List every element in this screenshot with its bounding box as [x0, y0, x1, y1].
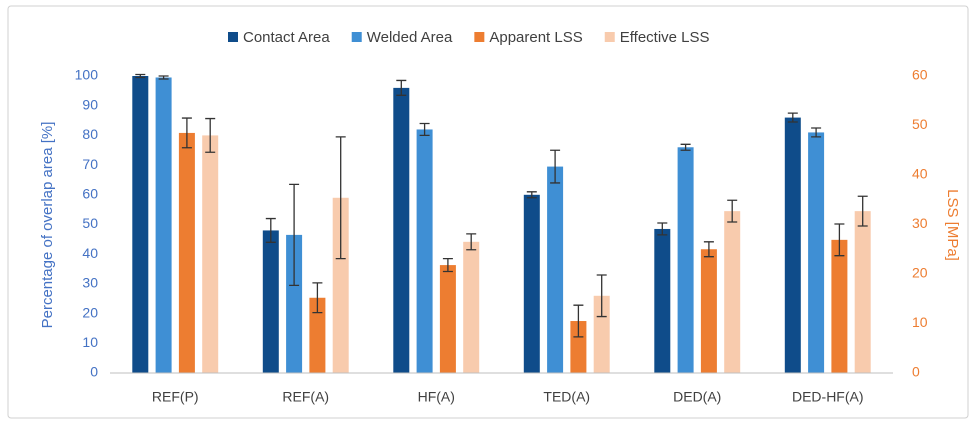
bar: [132, 76, 149, 373]
bar: [570, 321, 587, 373]
bar: [155, 77, 172, 374]
y-tick-label: 0: [90, 364, 98, 380]
x-tick-label: DED(A): [673, 389, 721, 405]
bar: [178, 132, 195, 373]
x-tick-label: REF(P): [152, 389, 199, 405]
error-bar: [834, 223, 845, 257]
error-bar: [181, 117, 192, 149]
error-bar: [526, 191, 537, 199]
bar: [854, 211, 871, 373]
error-bar: [857, 195, 868, 227]
legend-label: Contact Area: [243, 29, 330, 46]
error-bar: [550, 149, 561, 184]
bar: [439, 265, 456, 373]
y-tick-label: 80: [82, 126, 98, 142]
y2-tick-label: 30: [912, 215, 928, 231]
legend-swatch: [604, 32, 615, 42]
legend-label: Welded Area: [367, 29, 453, 46]
bar: [547, 166, 564, 373]
bar: [831, 239, 848, 373]
error-bar: [335, 136, 346, 260]
y-tick-label: 50: [82, 215, 98, 231]
legend-label: Effective LSS: [620, 29, 710, 46]
y-tick-label: 30: [82, 275, 98, 291]
x-tick-label: REF(A): [282, 389, 329, 405]
bar: [393, 87, 410, 373]
y2-tick-label: 10: [912, 314, 928, 330]
legend-swatch: [228, 32, 238, 42]
bar: [262, 230, 279, 373]
error-bar: [787, 112, 798, 123]
error-bar: [596, 274, 607, 318]
bar: [286, 234, 303, 373]
y-tick-label: 20: [82, 304, 98, 320]
error-bar: [289, 183, 300, 287]
y-tick-label: 90: [82, 96, 98, 112]
bar: [654, 228, 671, 373]
error-bar: [680, 143, 691, 151]
x-tick-label: DED-HF(A): [792, 389, 864, 405]
legend-label: Apparent LSS: [489, 29, 582, 46]
error-bar: [135, 73, 146, 79]
error-bar: [265, 217, 276, 243]
x-tick-label: HF(A): [418, 389, 455, 405]
bar: [677, 147, 694, 373]
error-bar: [573, 304, 584, 338]
error-bar: [419, 122, 430, 137]
y-tick-label: 100: [75, 67, 99, 83]
y-tick-label: 60: [82, 186, 98, 202]
error-bar: [158, 75, 169, 80]
bar: [332, 197, 349, 373]
y2-tick-label: 0: [912, 364, 920, 380]
y2-tick-label: 60: [912, 67, 928, 83]
error-bar: [703, 241, 714, 258]
bar: [724, 211, 741, 373]
error-bar: [312, 282, 323, 314]
error-bar: [811, 127, 822, 138]
error-bar: [442, 258, 453, 273]
error-bar: [205, 117, 216, 153]
legend-swatch: [474, 32, 485, 42]
bar: [784, 117, 801, 373]
y-tick-label: 10: [82, 334, 98, 350]
bar: [463, 241, 480, 373]
bar: [808, 132, 825, 373]
error-bar: [657, 222, 668, 236]
bar: [416, 129, 433, 373]
error-bar: [466, 233, 477, 251]
bar: [593, 295, 610, 373]
x-tick-label: TED(A): [543, 389, 590, 405]
bar: [523, 194, 540, 373]
y-tick-label: 70: [82, 156, 98, 172]
y-tick-label: 40: [82, 245, 98, 261]
y2-tick-label: 40: [912, 166, 928, 182]
y-axis-title: Percentage of overlap area [%]: [39, 122, 56, 329]
y2-tick-label: 50: [912, 116, 928, 132]
bar: [700, 249, 717, 373]
y2-tick-label: 20: [912, 265, 928, 281]
legend-swatch: [351, 32, 362, 42]
error-bar: [396, 79, 407, 96]
y2-axis-title: LSS [MPa]: [944, 189, 961, 261]
error-bar: [727, 199, 738, 223]
bar: [309, 297, 326, 373]
bar: [202, 135, 219, 373]
